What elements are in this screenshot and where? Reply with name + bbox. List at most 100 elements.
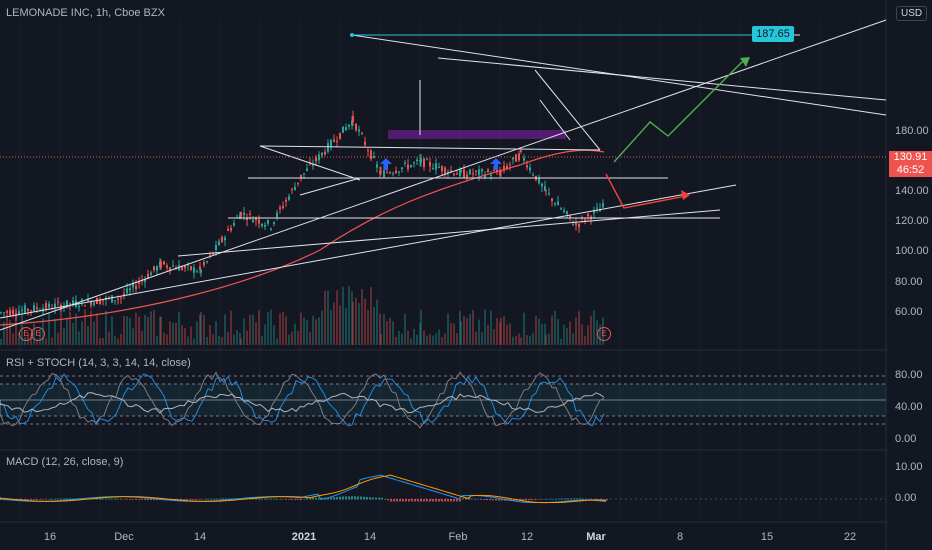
volume-bar [352,301,354,345]
volume-bar [84,309,86,345]
volume-bar [126,316,128,345]
candle-body [190,266,192,270]
candle-body [453,173,455,176]
volume-bar [453,323,455,345]
candle-body [355,123,357,131]
candle-body [336,140,338,142]
macd-histogram-bar [393,499,395,502]
macd-histogram-bar [135,499,137,500]
volume-bar [303,317,305,345]
candle-body [407,164,409,169]
volume-bar [581,324,583,345]
macd-histogram-bar [408,499,410,502]
candle-body [339,132,341,139]
macd-histogram-bar [69,498,71,500]
volume-bar [48,312,50,345]
earnings-marker: E [597,327,611,341]
volume-bar [509,323,511,345]
volume-bar [175,322,177,345]
candle-body [587,213,589,217]
macd-histogram-bar [384,498,386,500]
candle-body [291,188,293,190]
macd-histogram-bar [492,499,494,501]
macd-histogram-bar [414,499,416,502]
macd-histogram-bar [447,499,449,502]
macd-histogram-bar [123,499,125,500]
volume-bar [587,324,589,345]
macd-histogram-bar [546,498,548,500]
macd-histogram-bar [372,497,374,500]
candle-body [526,165,528,168]
volume-bar [450,323,452,345]
macd-histogram-bar [468,497,470,500]
volume-bar [102,338,104,345]
macd-histogram-bar [444,499,446,502]
candle-body [84,305,86,307]
candle-body [447,171,449,174]
candle-body [135,285,137,290]
volume-bar [380,333,382,345]
candle-body [36,307,38,310]
macd-histogram-bar [21,499,23,501]
volume-bar [321,310,323,345]
volume-bar [190,326,192,345]
candle-body [380,170,382,172]
bar-countdown: 46:52 [896,164,925,176]
candle-body [258,219,260,224]
volume-bar [114,335,116,345]
macd-histogram-bar [204,498,206,500]
macd-histogram-bar [186,499,188,500]
candle-body [456,173,458,175]
macd-histogram-bar [72,498,74,500]
candle-body [270,228,272,230]
macd-histogram-bar [525,499,527,501]
candle-body [459,169,461,177]
macd-histogram-bar [105,498,107,500]
macd-histogram-bar [396,499,398,502]
macd-histogram-bar [381,497,383,500]
candle-body [206,261,208,263]
volume-bar [358,303,360,345]
volume-bar [413,328,415,345]
volume-bar [496,317,498,345]
candle-body [279,207,281,210]
candle-body [593,210,595,214]
volume-bar [120,333,122,345]
volume-bar [291,331,293,345]
macd-histogram-bar [342,496,344,500]
candle-body [554,203,556,205]
candle-body [364,141,366,145]
candle-body [221,236,223,242]
macd-histogram-bar [195,499,197,500]
volume-bar [72,322,74,345]
volume-bar [401,333,403,345]
macd-histogram-bar [294,499,296,500]
candle-body [9,310,11,316]
volume-bar [342,286,344,345]
time-tick-label: Mar [586,531,606,543]
volume-bar [156,336,158,345]
candle-body [484,174,486,178]
volume-bar [572,333,574,345]
macd-histogram-bar [312,497,314,500]
volume-bar [306,320,308,345]
macd-histogram-bar [480,499,482,500]
candle-body [144,278,146,282]
candle-body [596,207,598,209]
volume-bar [438,329,440,345]
candle-body [389,172,391,174]
macd-histogram-bar [483,499,485,500]
candle-body [114,300,116,302]
volume-bar [398,330,400,345]
candle-body [345,127,347,131]
macd-histogram-bar [228,498,230,500]
volume-bar [538,319,540,345]
candle-body [273,221,275,224]
candle-body [401,167,403,170]
macd-histogram-bar [354,496,356,500]
currency-button[interactable]: USD [896,6,928,21]
volume-bar [233,334,235,345]
volume-bar [348,285,350,345]
macd-histogram-bar [288,499,290,500]
